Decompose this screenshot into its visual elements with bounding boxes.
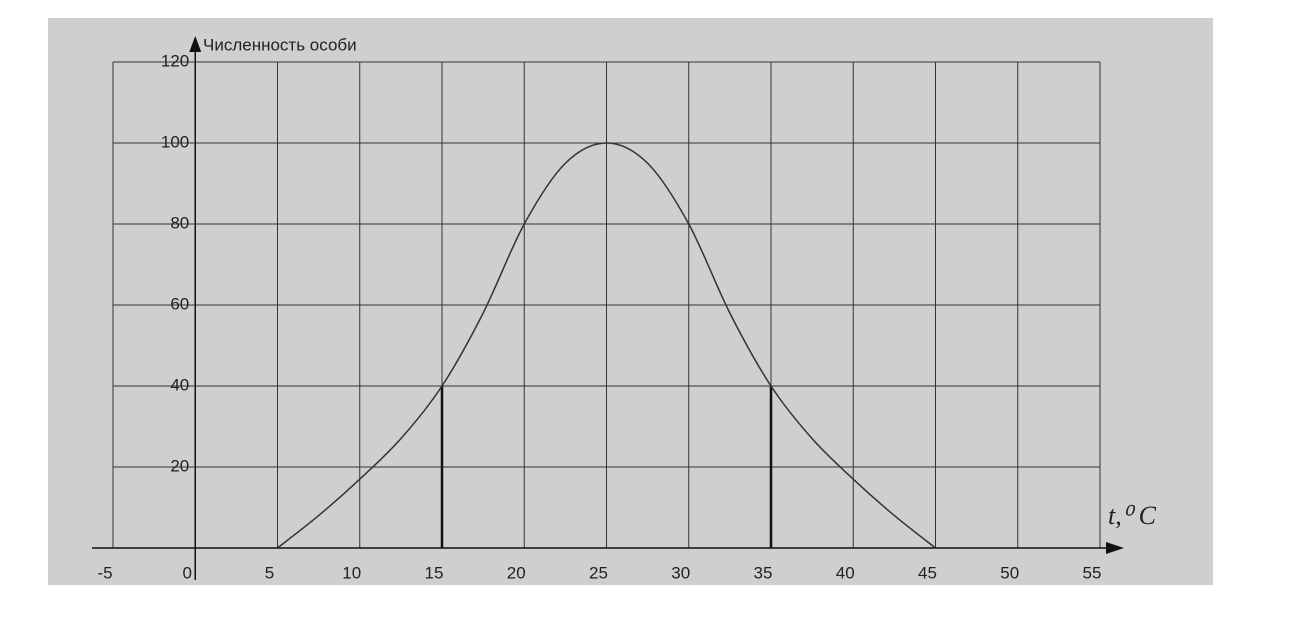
- y-tick-label: 20: [170, 456, 189, 475]
- x-tick-label: 30: [671, 563, 690, 582]
- y-axis-title: Численность особи: [203, 35, 357, 54]
- x-tick-label: 45: [918, 563, 937, 582]
- panel: [48, 18, 1213, 585]
- x-tick-label: 5: [265, 563, 274, 582]
- x-tick-label: 15: [425, 563, 444, 582]
- x-tick-label: 20: [507, 563, 526, 582]
- y-axis-arrow: [189, 36, 202, 52]
- x-tick-label: -5: [97, 563, 112, 582]
- y-tick-label: 60: [170, 294, 189, 313]
- y-tick-label: 40: [170, 375, 189, 394]
- x-tick-label: 25: [589, 563, 608, 582]
- x-tick-label: 50: [1000, 563, 1019, 582]
- x-axis-arrow: [1106, 542, 1124, 554]
- y-tick-label: 120: [161, 51, 189, 70]
- x-tick-label: 10: [342, 563, 361, 582]
- x-axis-title: t,⁰ C: [1108, 501, 1157, 530]
- x-tick-label: 55: [1083, 563, 1102, 582]
- y-tick-label: 80: [170, 213, 189, 232]
- x-tick-label: 0: [183, 563, 192, 582]
- y-tick-label: 100: [161, 132, 189, 151]
- x-tick-label: 40: [836, 563, 855, 582]
- line: [277, 142, 936, 549]
- x-tick-label: 35: [754, 563, 773, 582]
